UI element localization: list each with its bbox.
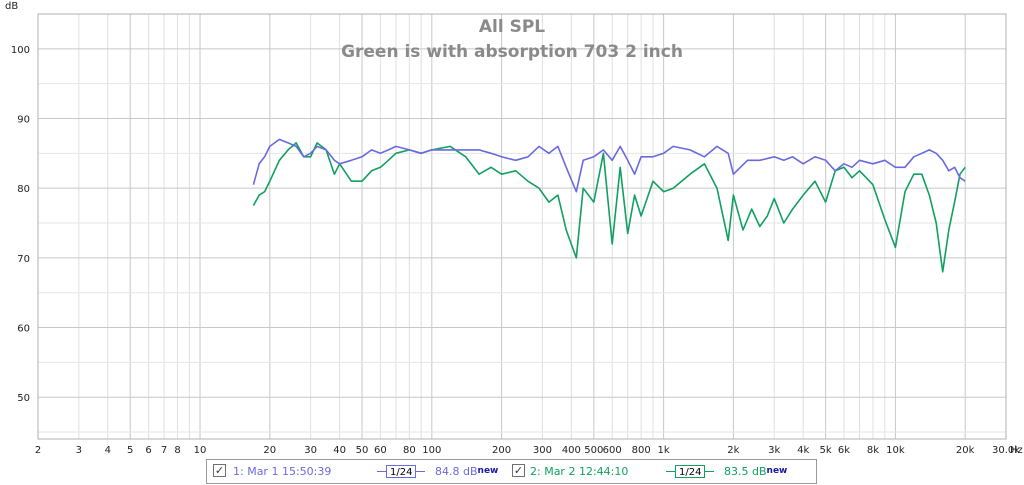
x-tick-label: 80 <box>403 445 416 456</box>
legend-avg-2: 83.5 dBnew <box>724 465 788 478</box>
y-tick-label: 50 <box>17 393 30 404</box>
series-lines <box>252 138 966 273</box>
chart-subtitle: Green is with absorption 703 2 inch <box>341 42 683 62</box>
x-tick-label: 10k <box>886 445 905 456</box>
x-tick-label: 8 <box>174 445 180 456</box>
x-tick-label: 6k <box>838 445 850 456</box>
x-tick-label: 600 <box>603 445 622 456</box>
series-line-1 <box>252 138 966 193</box>
y-tick-label: 70 <box>17 254 30 265</box>
x-tick-label: 10 <box>194 445 207 456</box>
x-tick-label: 1k <box>658 445 670 456</box>
y-tick-label: 60 <box>17 324 30 335</box>
legend-entry-2[interactable]: ✓ 2: Mar 2 12:44:10 1/24 83.5 dBnew <box>512 462 812 481</box>
x-tick-label: 6 <box>145 445 151 456</box>
x-tick-label: 100 <box>422 445 441 456</box>
x-tick-labels: 2 3 4 5 6 7 8 10 20 30 40 50 60 80 100 200 300 400 500 600 8… <box>35 445 1020 456</box>
x-tick-label: 3k <box>768 445 780 456</box>
legend-label-2: 2: Mar 2 12:44:10 <box>530 465 629 478</box>
legend-label-1: 1: Mar 1 15:50:39 <box>233 465 332 478</box>
smoothing-badge-2[interactable]: 1/24 <box>665 465 716 478</box>
plot-area <box>37 13 1007 440</box>
x-tick-label: 300 <box>533 445 552 456</box>
x-tick-label: 50 <box>356 445 369 456</box>
x-tick-label: 2 <box>35 445 41 456</box>
x-tick-label: 20 <box>263 445 276 456</box>
y-axis-label: dB <box>5 1 18 12</box>
series-line-2 <box>252 142 966 273</box>
x-tick-label: 7 <box>161 445 167 456</box>
chart-title: All SPL <box>479 17 545 37</box>
x-tick-label: 200 <box>492 445 511 456</box>
x-tick-label: 3 <box>76 445 82 456</box>
x-tick-label: 4k <box>797 445 809 456</box>
new-tag-1: new <box>477 466 499 476</box>
x-tick-label: 60 <box>374 445 387 456</box>
checkbox-measurement-1[interactable]: ✓ <box>213 464 226 477</box>
y-tick-label: 90 <box>17 115 30 126</box>
x-axis-unit: Hz <box>1010 445 1023 456</box>
x-tick-label: 40 <box>333 445 346 456</box>
legend: ✓ 1: Mar 1 15:50:39 1/24 84.8 dBnew ✓ 2:… <box>206 459 817 484</box>
legend-entry-1[interactable]: ✓ 1: Mar 1 15:50:39 1/24 84.8 dBnew <box>213 462 509 481</box>
x-tick-label: 500 <box>584 445 603 456</box>
y-tick-label: 80 <box>17 184 30 195</box>
x-tick-label: 800 <box>632 445 651 456</box>
legend-avg-1: 84.8 dBnew <box>435 465 499 478</box>
x-tick-label: 20k <box>956 445 975 456</box>
x-tick-label: 30 <box>304 445 317 456</box>
new-tag-2: new <box>766 466 788 476</box>
x-tick-label: 5k <box>820 445 832 456</box>
x-tick-label: 2k <box>727 445 739 456</box>
y-tick-label: 100 <box>11 45 30 56</box>
x-tick-label: 4 <box>105 445 111 456</box>
smoothing-badge-1[interactable]: 1/24 <box>376 465 427 478</box>
x-tick-label: 5 <box>127 445 133 456</box>
x-tick-label: 30.0k <box>992 445 1020 456</box>
x-tick-label: 400 <box>562 445 581 456</box>
grid-lines <box>37 14 1007 439</box>
x-tick-label: 8k <box>867 445 879 456</box>
y-tick-labels: 50 60 70 80 90 100 <box>11 45 30 404</box>
checkbox-measurement-2[interactable]: ✓ <box>512 464 525 477</box>
